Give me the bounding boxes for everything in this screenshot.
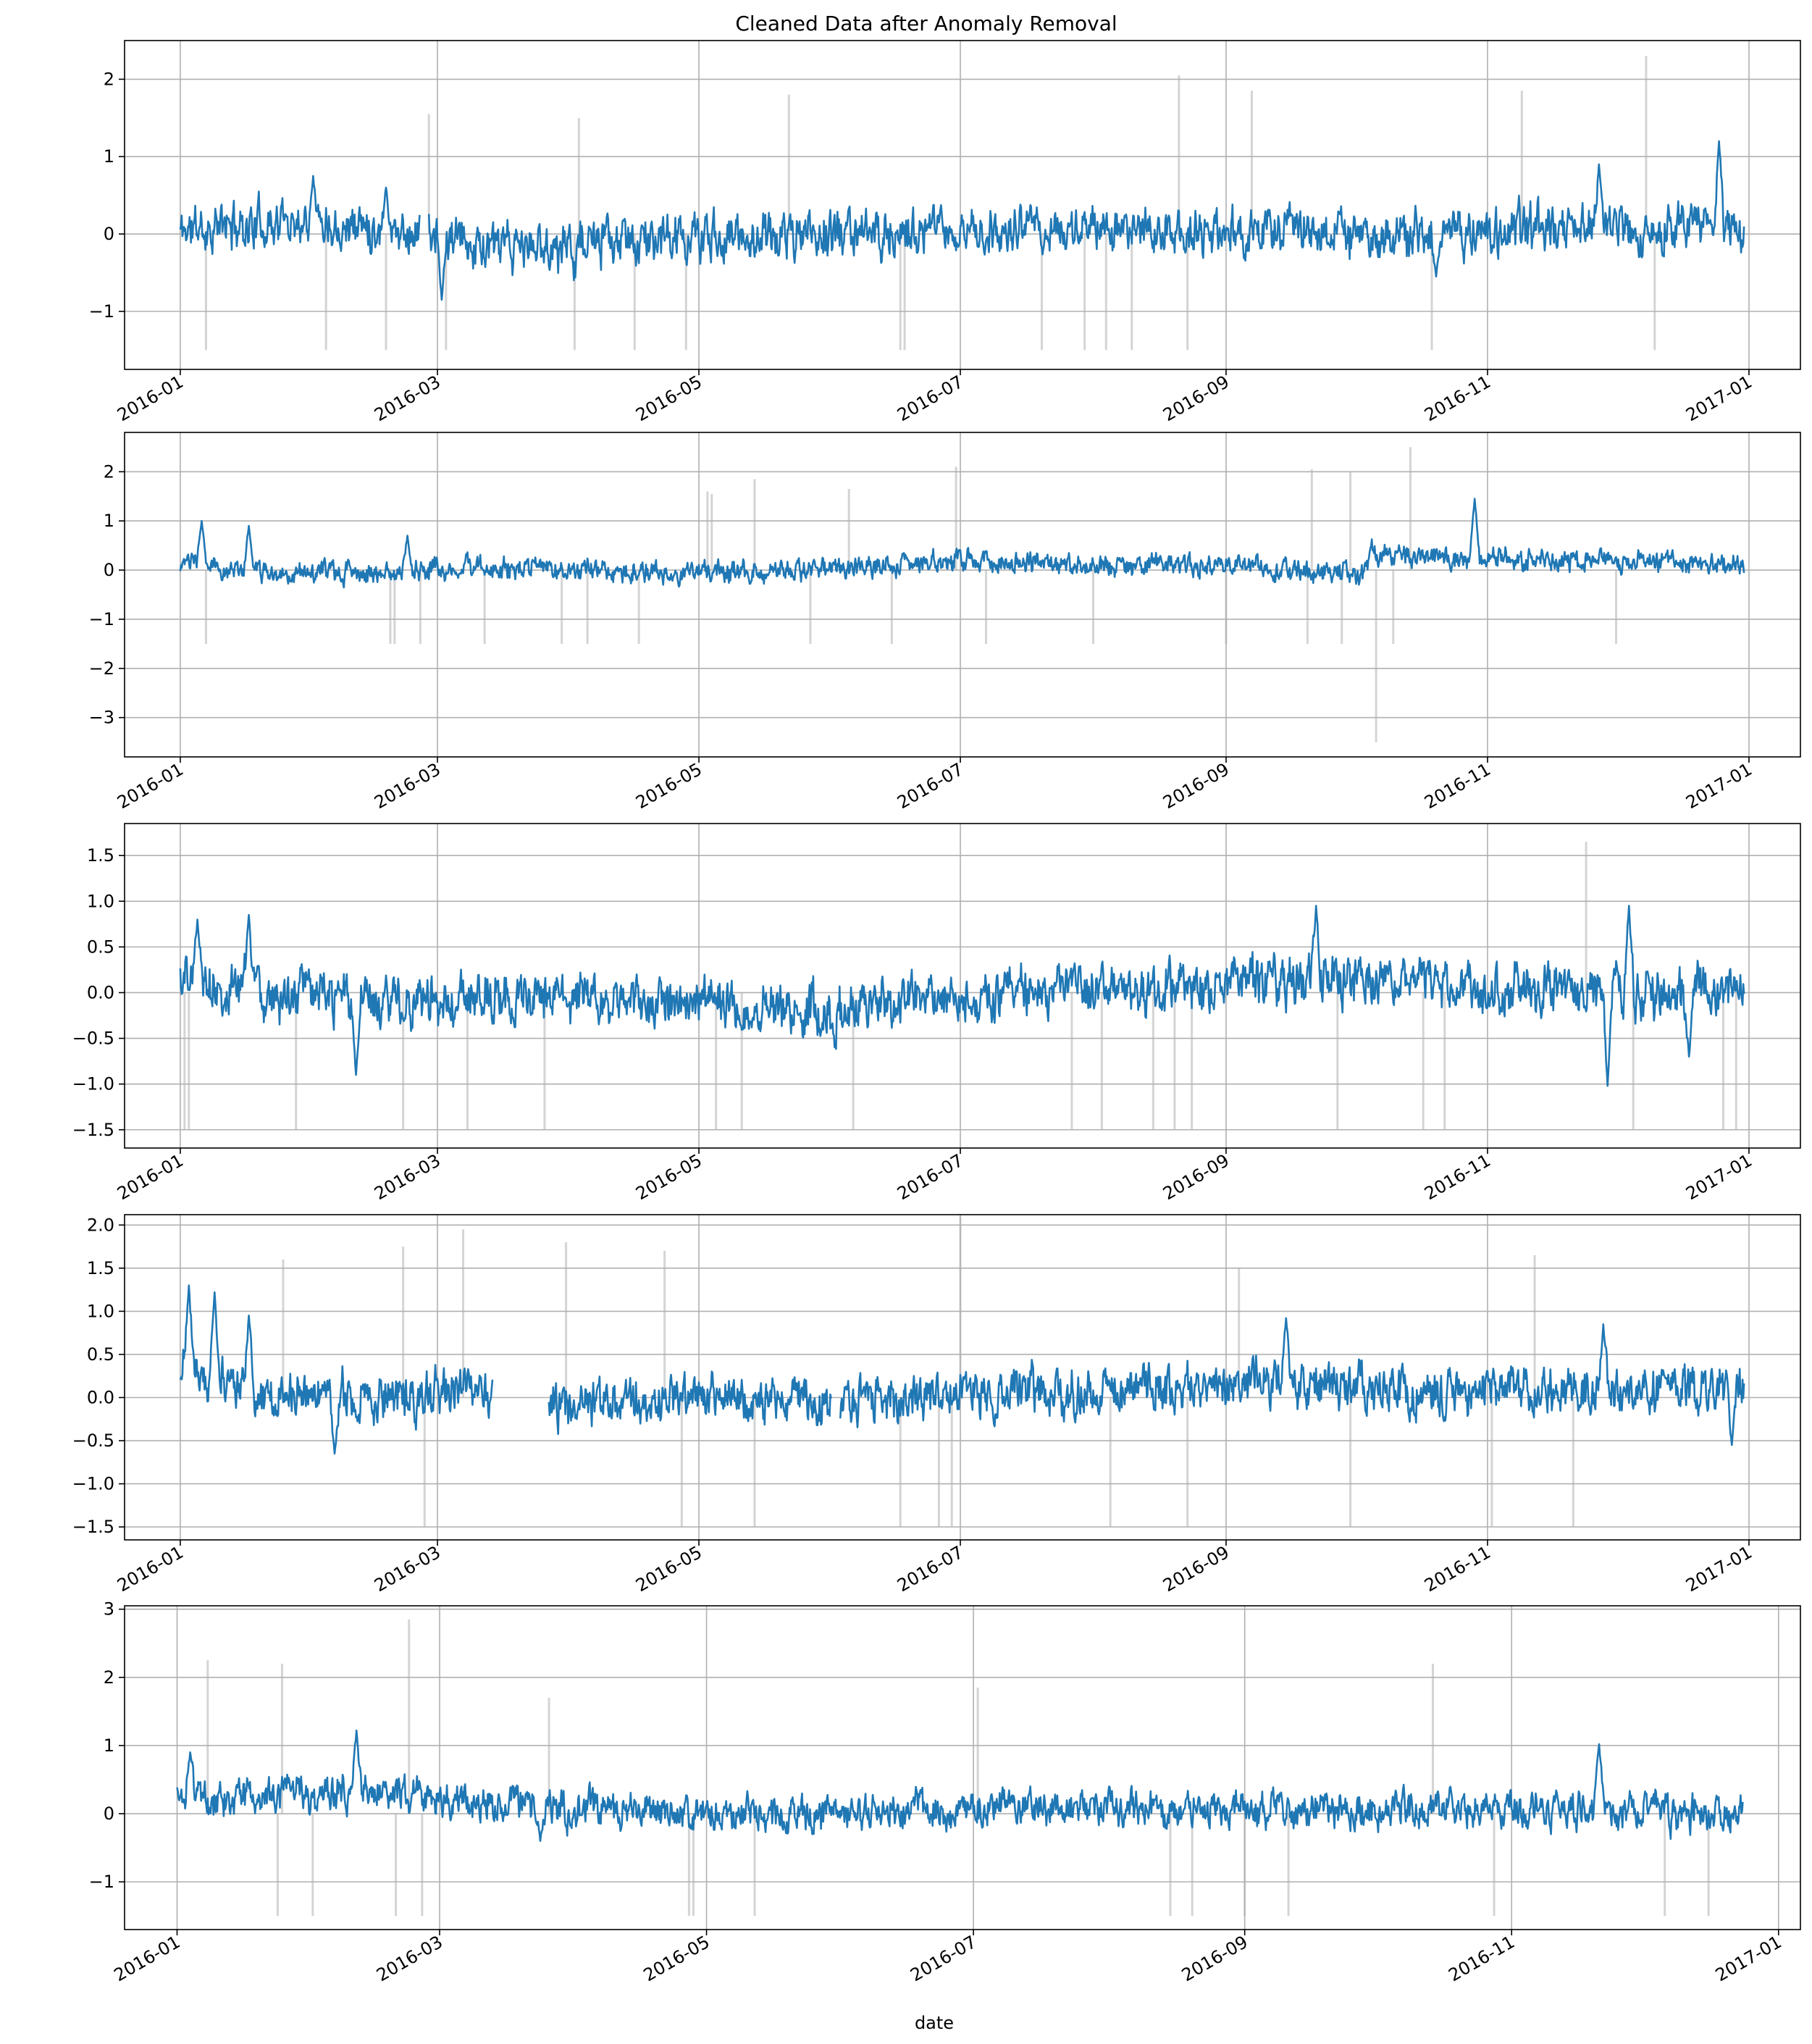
- axes-frame: [124, 40, 1801, 370]
- y-tick-label: 0: [104, 224, 114, 244]
- series-line: [179, 175, 421, 256]
- y-tick-label: −1.0: [72, 1474, 114, 1494]
- series-line: [548, 1370, 832, 1436]
- y-tick-label: −1.5: [72, 1517, 114, 1537]
- y-tick-label: 0: [104, 560, 114, 580]
- series-line: [179, 498, 1745, 589]
- series: [179, 140, 1745, 301]
- y-tick-label: 1: [104, 511, 114, 531]
- y-tick-label: −1: [89, 609, 114, 629]
- removed-anomalies: [282, 1216, 1574, 1528]
- y-tick-label: −2: [89, 658, 114, 679]
- y-tick-label: −1: [89, 1872, 114, 1892]
- y-tick-label: −1.5: [72, 1120, 114, 1140]
- series: [179, 498, 1745, 589]
- x-axis-label: date: [915, 2013, 954, 2033]
- removed-anomalies: [206, 1619, 1710, 1917]
- series-line: [176, 1729, 1744, 1842]
- series: [176, 1729, 1744, 1842]
- y-tick-label: 0: [104, 1804, 114, 1824]
- y-tick-label: 2.0: [87, 1215, 114, 1235]
- y-tick-label: −3: [89, 708, 114, 728]
- y-tick-label: 2: [104, 1667, 114, 1688]
- series-line: [179, 905, 1745, 1087]
- axes-frame: [124, 1605, 1801, 1930]
- y-tick-label: 1: [104, 146, 114, 167]
- axes-frame: [124, 1214, 1801, 1541]
- y-tick-label: 3: [104, 1599, 114, 1620]
- y-tick-label: 0.0: [87, 1387, 114, 1407]
- y-tick-label: −0.5: [72, 1029, 114, 1049]
- grid: [125, 1606, 1800, 1930]
- axes-frame: [124, 823, 1801, 1149]
- series-line: [179, 1284, 494, 1455]
- y-tick-label: 2: [104, 69, 114, 89]
- y-tick-label: −1.0: [72, 1074, 114, 1094]
- grid: [125, 432, 1800, 757]
- chart-title: Cleaned Data after Anomaly Removal: [735, 12, 1117, 35]
- y-tick-label: 0.0: [87, 982, 114, 1002]
- y-tick-label: 1.5: [87, 845, 114, 866]
- y-tick-label: 1.0: [87, 1301, 114, 1321]
- axes-frame: [124, 432, 1801, 758]
- y-tick-label: 0.5: [87, 937, 114, 957]
- y-tick-label: 1.0: [87, 891, 114, 911]
- y-tick-label: −1: [89, 301, 114, 322]
- y-tick-label: 1: [104, 1735, 114, 1756]
- series-line: [839, 1317, 1745, 1446]
- y-tick-label: 2: [104, 461, 114, 482]
- series: [179, 905, 1745, 1087]
- y-tick-label: 0.5: [87, 1344, 114, 1365]
- y-tick-label: −0.5: [72, 1431, 114, 1451]
- removed-anomalies: [204, 56, 1656, 351]
- series-line: [427, 140, 1745, 301]
- series: [179, 1284, 1745, 1455]
- y-tick-label: 1.5: [87, 1258, 114, 1278]
